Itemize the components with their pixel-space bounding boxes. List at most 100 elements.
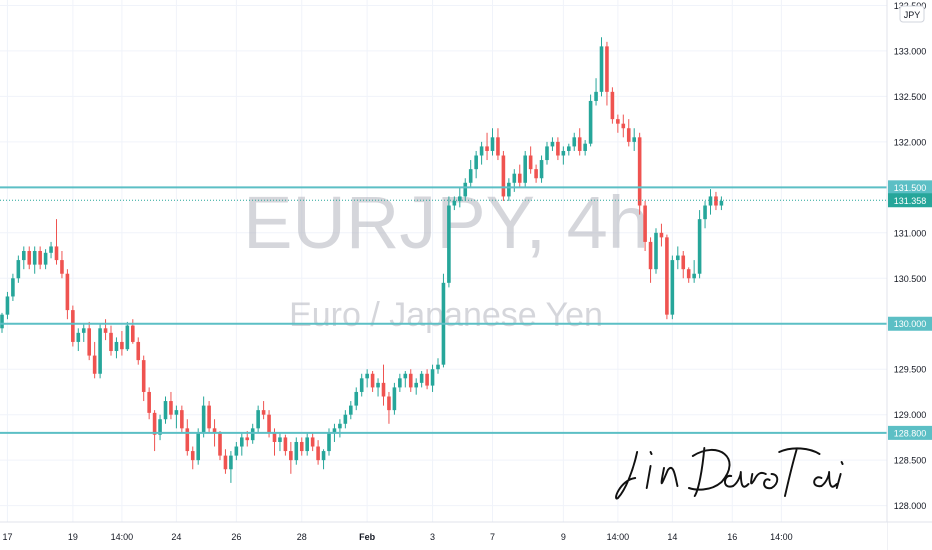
horizontal-levels[interactable] bbox=[0, 186, 887, 434]
symbol-watermark: EURJPY, 4h bbox=[243, 181, 649, 264]
time-tick-label: 26 bbox=[231, 532, 241, 542]
candle bbox=[665, 234, 669, 320]
candle bbox=[703, 200, 707, 229]
candle bbox=[561, 146, 566, 165]
candle-body bbox=[398, 378, 402, 388]
candle-body bbox=[708, 196, 713, 206]
description-watermark: Euro / Japanese Yen bbox=[289, 296, 603, 334]
candle-body bbox=[141, 360, 146, 392]
candle bbox=[686, 267, 691, 283]
price-axis[interactable]: 128.000 128.500 129.000 129.500 130.000 130.5… bbox=[886, 0, 932, 550]
candle-body bbox=[692, 273, 696, 279]
candle bbox=[98, 323, 102, 379]
candle bbox=[240, 432, 244, 456]
candle bbox=[310, 432, 315, 452]
candle-body bbox=[136, 341, 141, 361]
candle bbox=[507, 178, 511, 201]
candle-body bbox=[572, 137, 577, 147]
candle bbox=[180, 405, 184, 433]
candle bbox=[376, 378, 380, 397]
candle-body bbox=[621, 123, 626, 129]
candle bbox=[485, 132, 489, 161]
candle bbox=[87, 321, 91, 361]
candle bbox=[659, 223, 664, 247]
candle-body bbox=[49, 246, 53, 253]
candle-body bbox=[534, 169, 538, 179]
candle bbox=[229, 451, 233, 483]
candle bbox=[152, 410, 157, 452]
candle-body bbox=[190, 451, 195, 461]
candle bbox=[141, 355, 146, 402]
candle bbox=[626, 119, 631, 147]
candle-body bbox=[22, 250, 26, 261]
candle-body bbox=[174, 410, 179, 415]
time-axis[interactable]: 17 19 14:00 24 26 28 Feb 3 7 9 14:00 14 16 14:00 bbox=[0, 521, 932, 550]
candle bbox=[550, 137, 555, 151]
candle bbox=[501, 150, 506, 201]
candle-body bbox=[299, 441, 304, 452]
candle-body bbox=[234, 446, 239, 456]
candle-body bbox=[496, 137, 500, 156]
time-tick-label: 14:00 bbox=[607, 532, 630, 542]
candle-body bbox=[327, 432, 331, 452]
candle-body bbox=[321, 451, 326, 461]
candle bbox=[637, 132, 642, 215]
candle bbox=[468, 160, 473, 188]
candle-body bbox=[180, 410, 184, 429]
candle bbox=[71, 305, 75, 347]
price-label-tag-text: 130.000 bbox=[894, 319, 927, 329]
candle bbox=[681, 250, 686, 279]
candle-body bbox=[458, 196, 462, 201]
candle-body bbox=[414, 382, 418, 388]
candle bbox=[583, 140, 587, 156]
candle bbox=[692, 260, 696, 283]
candle-body bbox=[703, 205, 707, 220]
candle-body bbox=[583, 143, 587, 151]
candle bbox=[517, 164, 522, 188]
candle bbox=[349, 401, 353, 420]
time-tick-label: 28 bbox=[297, 532, 307, 542]
candle bbox=[278, 432, 282, 452]
candle bbox=[201, 396, 206, 438]
candle-body bbox=[256, 410, 260, 429]
price-tick-label: 130.500 bbox=[894, 274, 927, 284]
candle-body bbox=[278, 437, 282, 442]
candle-body bbox=[485, 146, 489, 151]
candle bbox=[147, 387, 151, 420]
candle bbox=[567, 143, 571, 156]
candle bbox=[354, 387, 359, 411]
price-tick-label: 131.000 bbox=[894, 228, 927, 238]
candle bbox=[381, 364, 386, 406]
candle bbox=[120, 331, 124, 356]
candle bbox=[218, 431, 222, 461]
candle-body bbox=[452, 200, 457, 206]
candle bbox=[599, 37, 604, 97]
candle bbox=[610, 87, 615, 124]
candle bbox=[676, 246, 680, 270]
candle-body bbox=[577, 137, 582, 151]
price-tick-label: 129.000 bbox=[894, 410, 927, 420]
candle-body bbox=[447, 205, 451, 283]
candle-body bbox=[229, 455, 233, 470]
time-axis-background bbox=[0, 522, 887, 550]
candle-body bbox=[686, 269, 691, 279]
candle bbox=[261, 401, 266, 420]
price-label-tag-text: 131.358 bbox=[894, 196, 927, 206]
candle bbox=[305, 432, 309, 456]
candle bbox=[436, 358, 440, 374]
candle-body bbox=[359, 378, 364, 392]
candle bbox=[648, 237, 653, 283]
candle bbox=[474, 150, 478, 179]
candle bbox=[572, 132, 577, 151]
candle bbox=[414, 378, 418, 395]
candle-body bbox=[305, 437, 309, 452]
candle-body bbox=[240, 437, 244, 447]
candle bbox=[38, 246, 42, 270]
currency-badge[interactable]: JPY bbox=[899, 5, 925, 23]
candle bbox=[207, 401, 211, 433]
candle-body bbox=[109, 332, 113, 352]
candle-body bbox=[92, 355, 97, 374]
candle bbox=[452, 196, 457, 211]
candle-body bbox=[338, 423, 342, 429]
